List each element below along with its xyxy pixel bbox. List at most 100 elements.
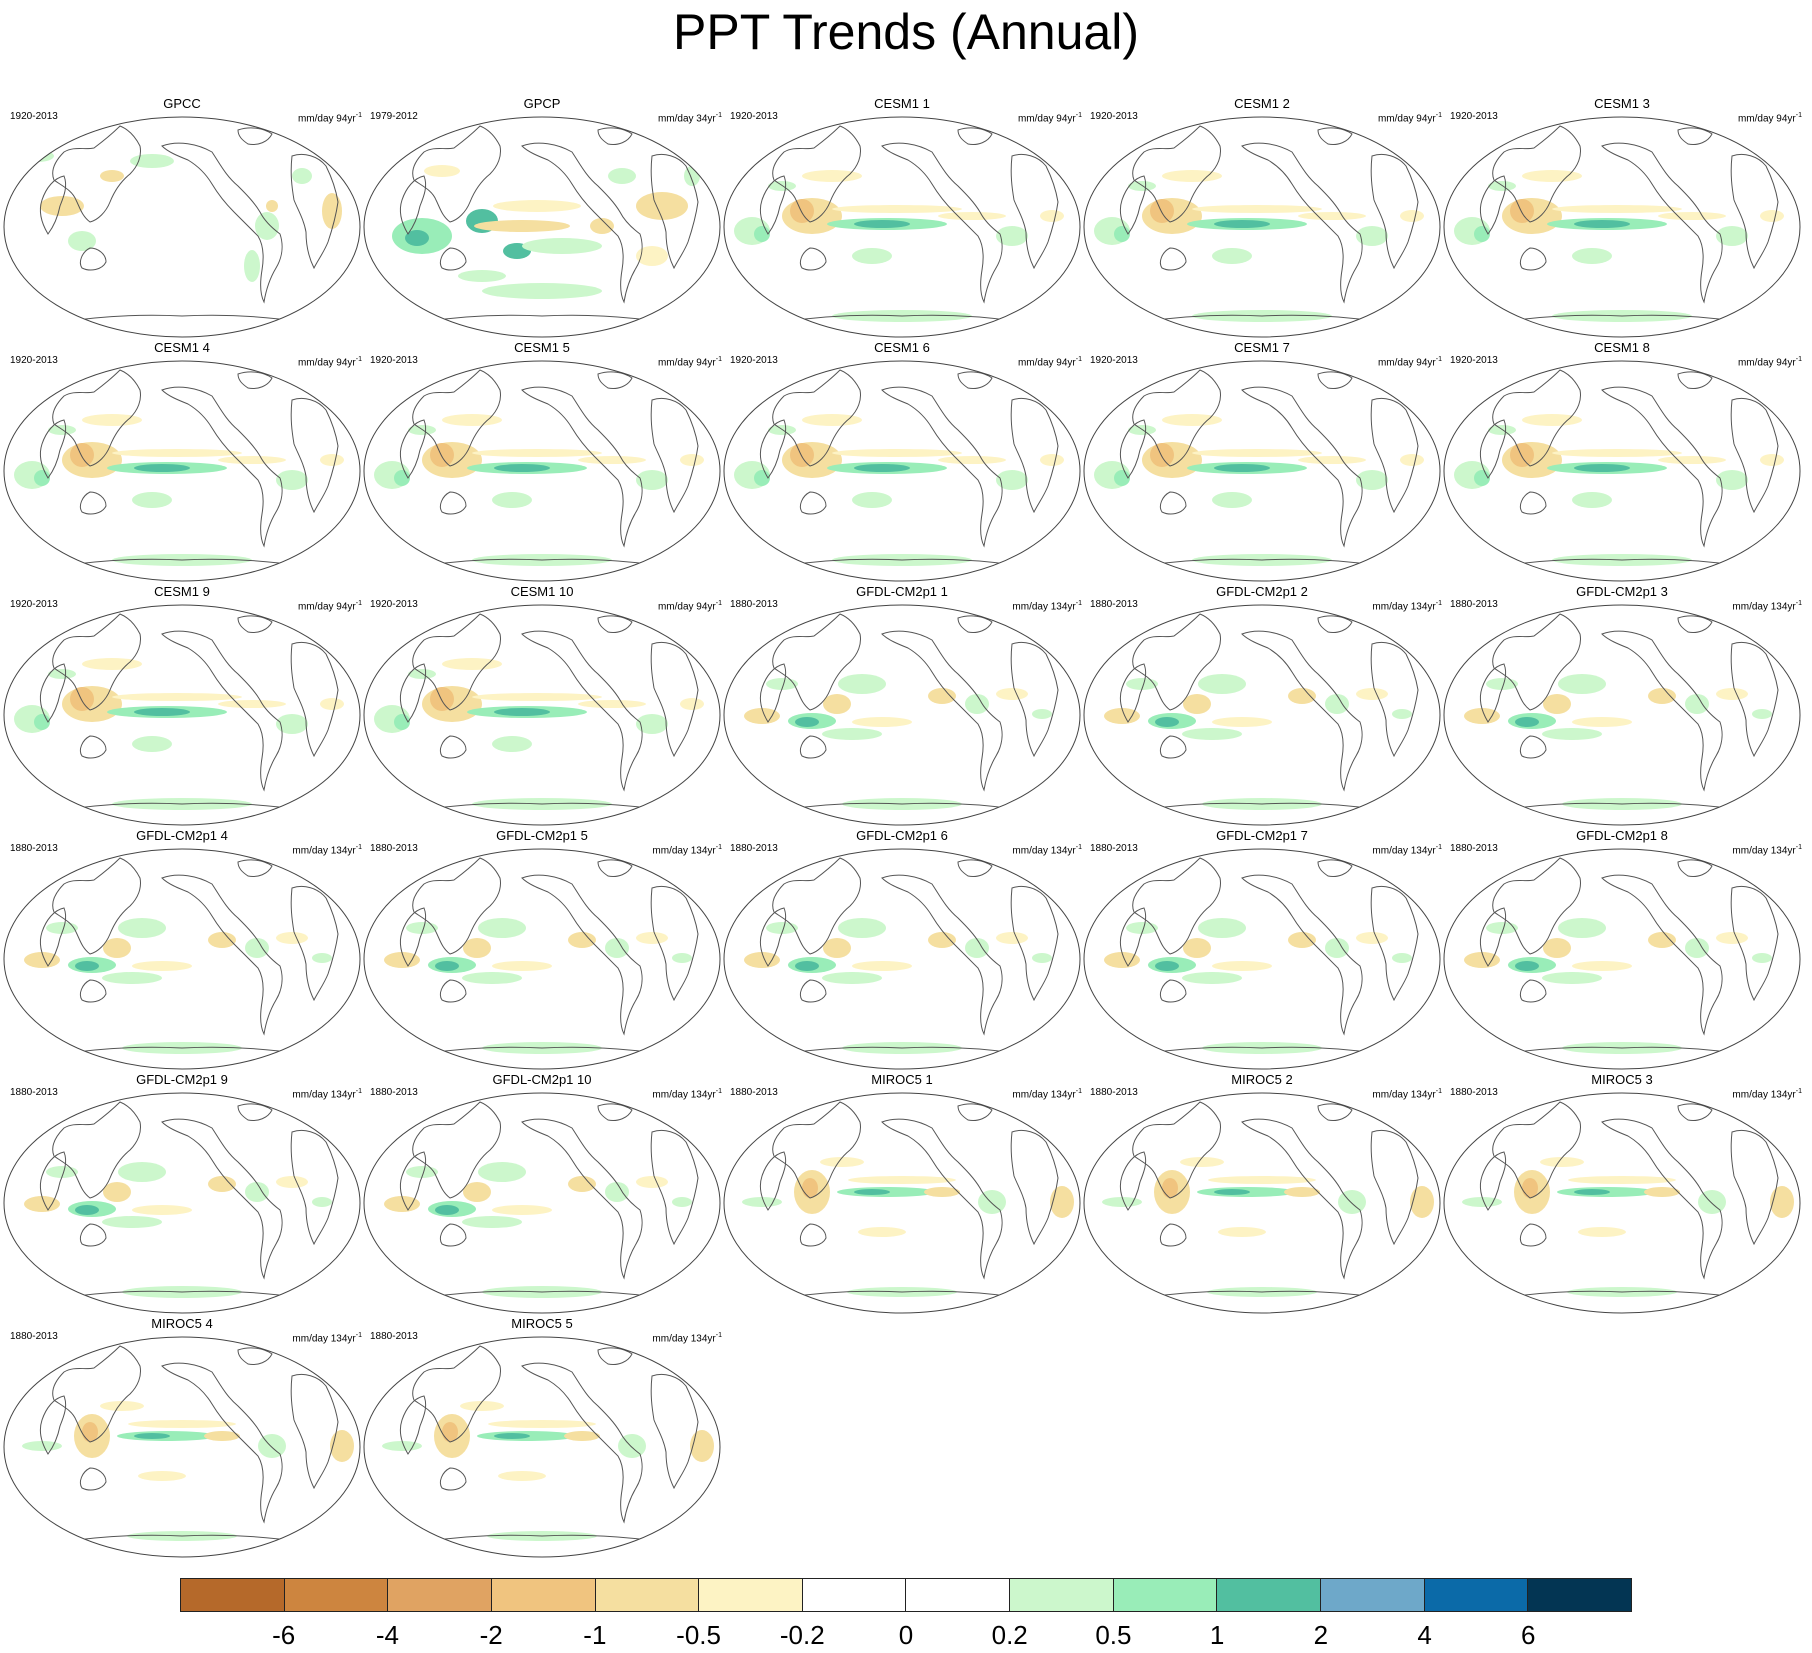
coastline [597,859,633,877]
map-globe [1443,1092,1801,1314]
trend-contour [424,165,460,177]
trend-contour [1208,1176,1316,1184]
coastline [650,885,699,1002]
trend-contour [442,658,502,670]
trend-contour [1522,414,1582,426]
panel-title: CESM1 1 [874,96,930,111]
trend-contour [636,714,668,734]
colorbar-box [491,1579,596,1611]
coastline [1159,735,1187,759]
coastline [1370,641,1419,758]
coastline [290,1129,339,1246]
panel-period: 1880-2013 [1090,1087,1138,1098]
trend-contour [1540,1157,1584,1167]
panel-units-exponent: -1 [715,112,722,119]
coastline [1119,175,1147,235]
coastline [1119,907,1147,967]
coastline [1479,663,1507,723]
trend-contour [1658,456,1726,464]
trend-contour [494,464,550,472]
trend-contour [492,736,532,752]
coastline [1601,874,1723,1036]
coastline [1132,1101,1221,1199]
coastline [1010,885,1059,1002]
trend-contour [322,193,342,229]
trend-contour [134,464,190,472]
panel-units-text: mm/day 134yr [1372,845,1436,857]
trend-contour [1410,1186,1434,1218]
panel-units-text: mm/day 94yr [657,601,716,613]
trend-contour [996,470,1028,490]
panel-units-text: mm/day 94yr [1737,113,1796,125]
coastline [1132,369,1221,467]
trend-contour [1356,688,1388,700]
trend-contour [1182,972,1242,984]
map-border [3,604,361,826]
coastline [1241,386,1363,548]
trend-contour [276,932,308,944]
trend-contour [276,470,308,490]
colorbar-box [1217,1579,1322,1611]
map-background [724,605,1080,825]
panel-units: mm/day 94yr-1 [1018,354,1082,369]
map-border [363,1336,721,1558]
trend-contour [690,1430,714,1462]
map-border [1443,848,1801,1070]
coastline [1141,558,1383,567]
trend-contour [82,658,142,670]
trend-contour [460,1401,504,1411]
map-border [3,360,361,582]
trend-contour [1162,414,1222,426]
trend-contour [1155,717,1179,727]
trend-contour [255,212,279,240]
map-panel: GPCP 1979-2012 mm/day 34yr-1 [362,96,722,339]
panel-units: mm/day 94yr-1 [658,354,722,369]
trend-contour [744,952,780,968]
coastline [1317,859,1353,877]
panel-period: 1880-2013 [1450,1087,1498,1098]
trend-contour [1150,199,1174,223]
coastline [1501,314,1743,323]
colorbar-box [906,1579,1011,1611]
panel-units-text: mm/day 134yr [292,1333,356,1345]
trend-contour [406,1166,438,1178]
coastline [1501,1046,1743,1055]
coastline [781,802,1023,811]
panel-units-exponent: -1 [355,600,362,607]
coastline [521,386,643,548]
trend-contour [1150,443,1174,467]
panel-period: 1920-2013 [730,111,778,122]
panel-units: mm/day 134yr-1 [1372,1086,1442,1101]
coastline [781,1290,1023,1299]
trend-contour [132,961,192,971]
map-globe [1083,1092,1441,1314]
map-panel: MIROC5 2 1880-2013 mm/day 134yr-1 [1082,1072,1442,1315]
coastline [439,735,467,759]
panel-units-exponent: -1 [715,844,722,851]
trend-contour [766,678,798,690]
trend-contour [1180,1157,1224,1167]
map-globe [1443,116,1801,338]
trend-contour [1543,938,1571,958]
coastline [421,314,663,323]
trend-contour [854,220,910,228]
coastline [772,1101,861,1199]
panel-title: MIROC5 2 [1231,1072,1293,1087]
trend-contour [1214,220,1270,228]
trend-contour [938,456,1006,464]
panel-units-exponent: -1 [355,112,362,119]
coastline [79,1467,107,1491]
coastline [1159,979,1187,1003]
map-background [4,849,360,1069]
panel-units: mm/day 134yr-1 [1012,598,1082,613]
map-background [1444,1093,1800,1313]
map-panel: CESM1 10 1920-2013 mm/day 94yr-1 [362,584,722,827]
coastline [1677,615,1713,633]
trend-contour [435,961,459,971]
panel-units: mm/day 134yr-1 [1372,842,1442,857]
panel-title: GFDL-CM2p1 5 [496,828,588,843]
panel-units: mm/day 134yr-1 [652,1086,722,1101]
coastline [521,142,643,304]
map-border [723,604,1081,826]
colorbar-box [1321,1579,1425,1611]
